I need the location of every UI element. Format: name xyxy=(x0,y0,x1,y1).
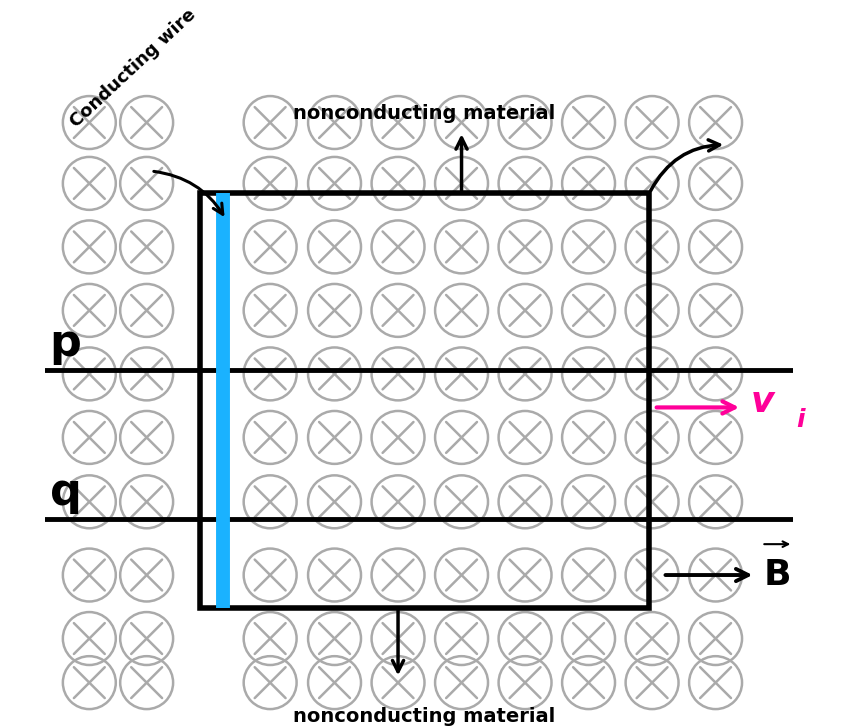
Bar xyxy=(199,193,650,608)
Text: nonconducting material: nonconducting material xyxy=(293,104,555,123)
Text: B: B xyxy=(764,558,791,592)
Text: nonconducting material: nonconducting material xyxy=(293,707,555,726)
Text: p: p xyxy=(50,321,81,364)
Text: Conducting wire: Conducting wire xyxy=(66,6,199,132)
Text: q: q xyxy=(50,472,81,515)
Text: v: v xyxy=(750,385,774,419)
Text: i: i xyxy=(797,408,806,432)
